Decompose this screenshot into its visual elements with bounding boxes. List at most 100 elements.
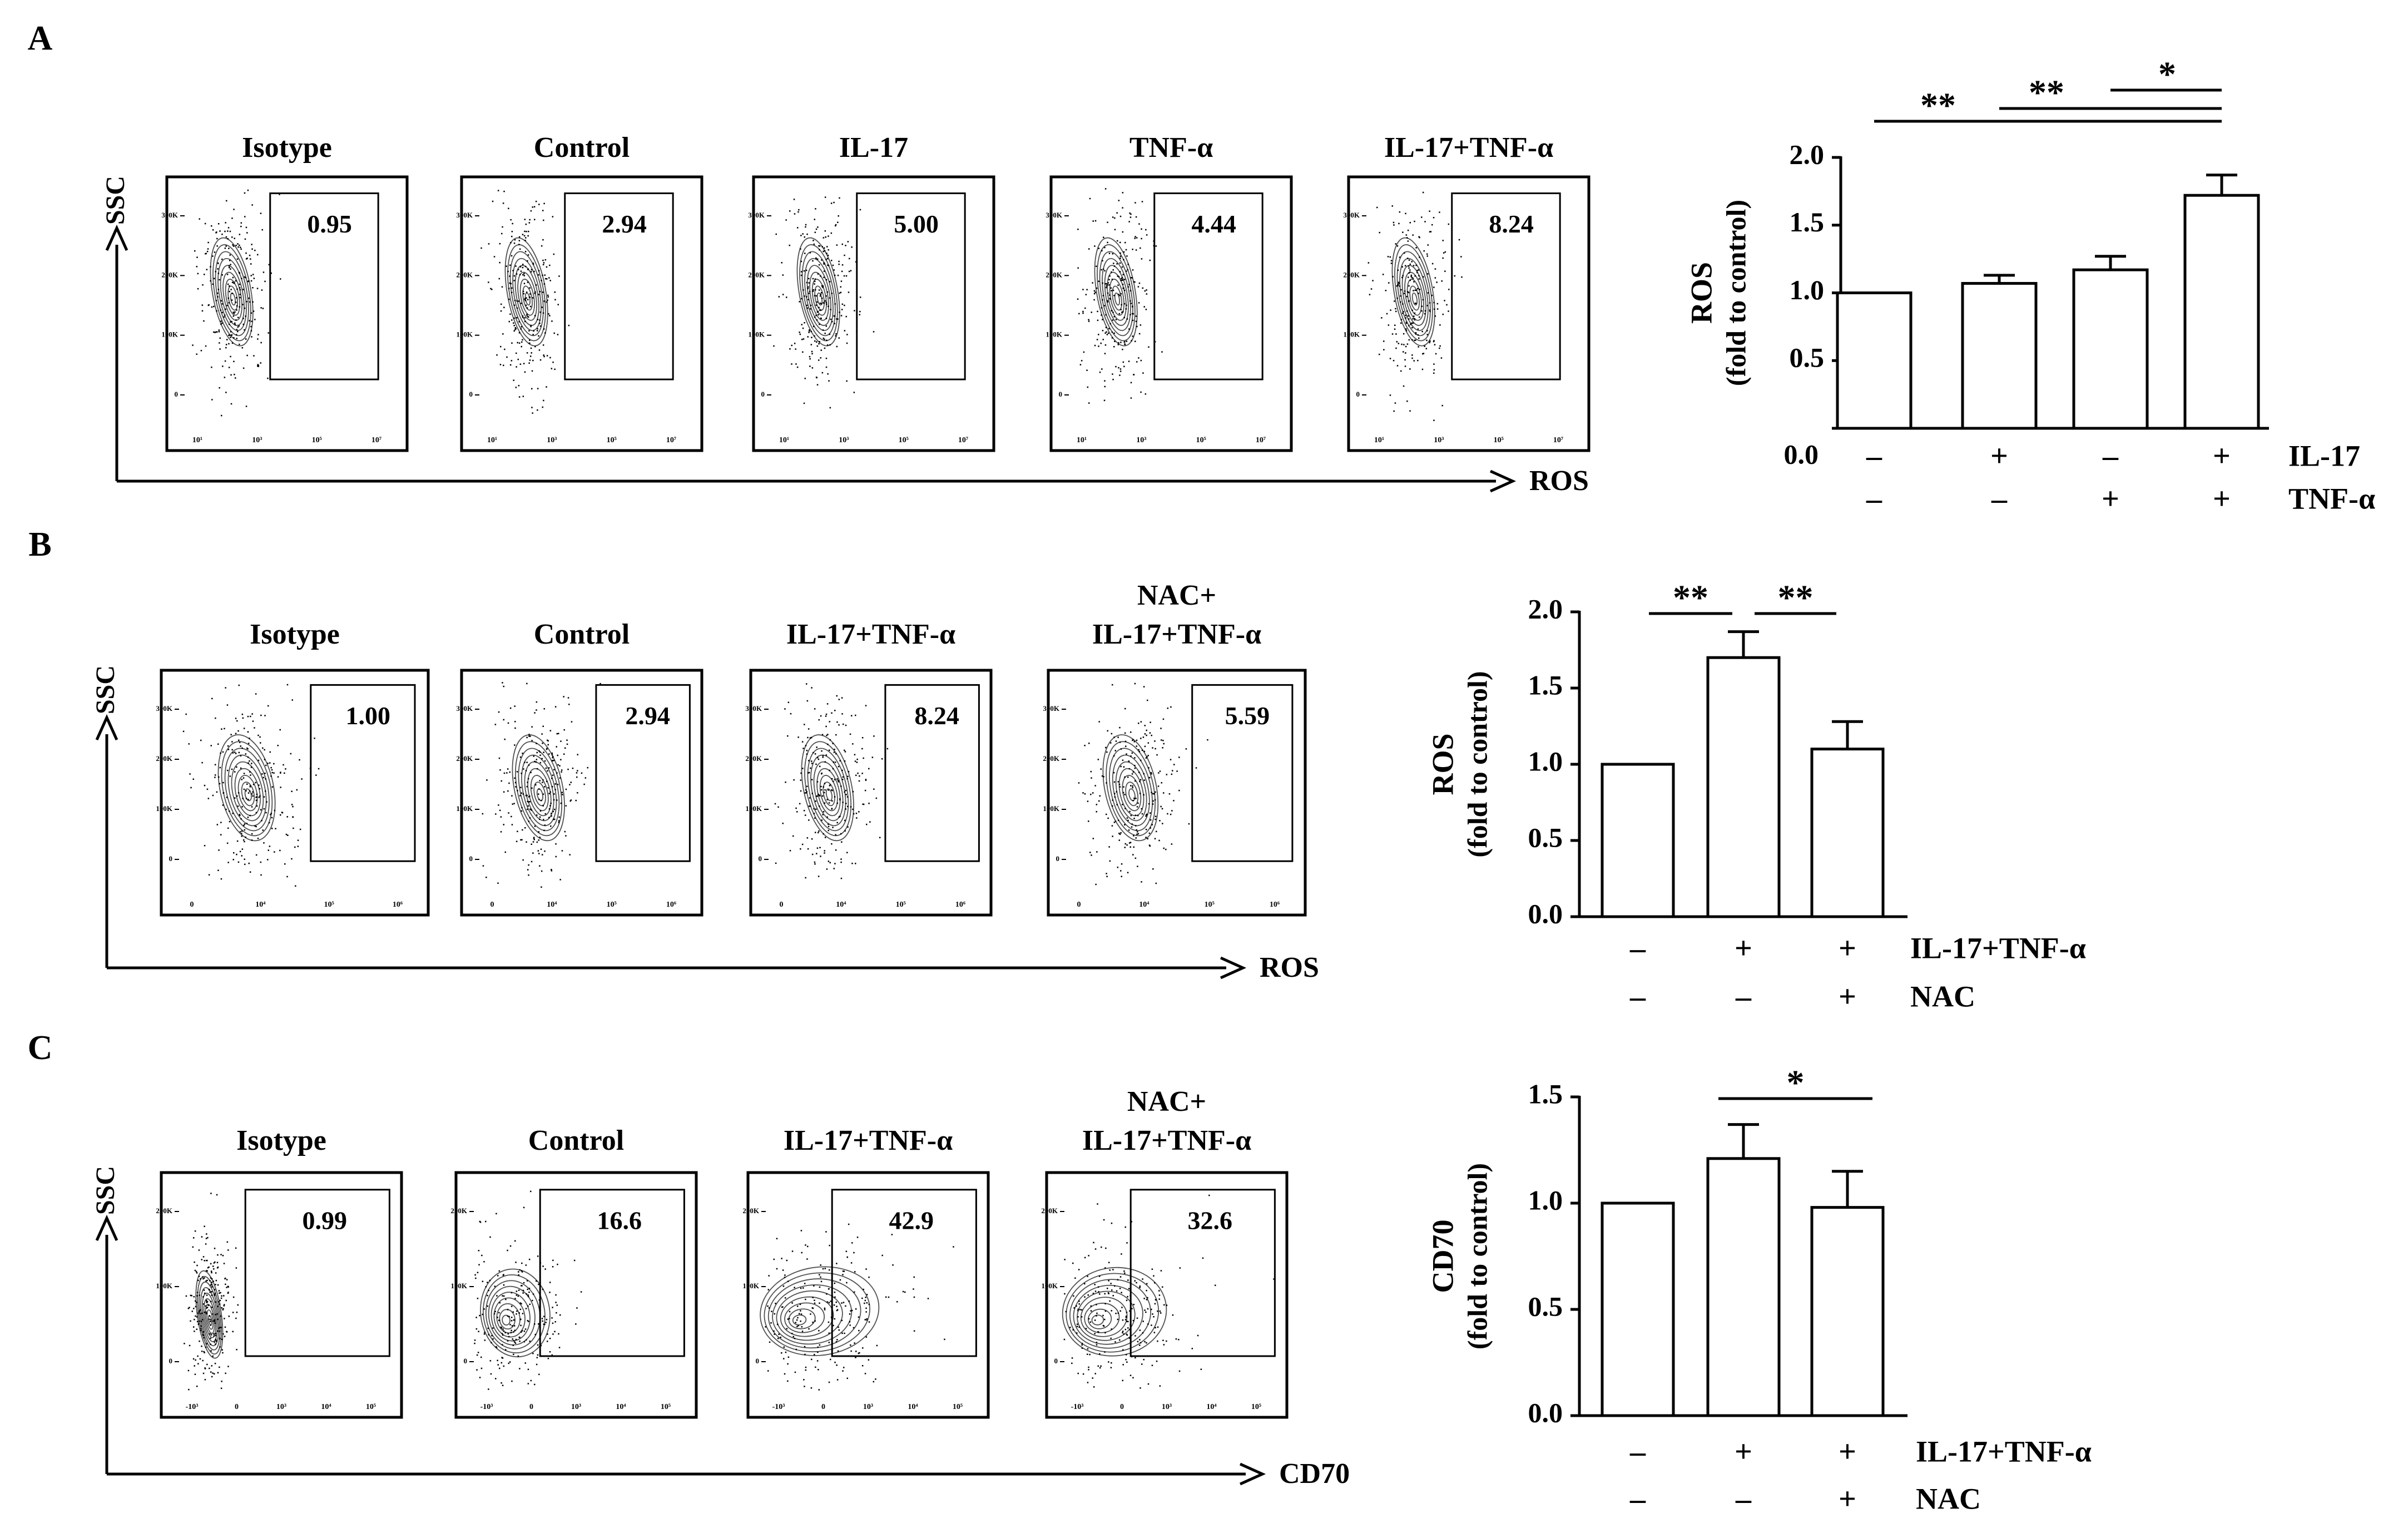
bar-rect xyxy=(1810,1206,1885,1417)
event-dots xyxy=(1063,1194,1275,1389)
plot-title-line1: NAC+ xyxy=(1127,1086,1206,1117)
x-tick-label: 10⁴ xyxy=(616,1403,626,1411)
facs-plot-c-2: Control 200K 100K 0 -10³ 0 10³ 10⁴ 10⁵ 16.6 xyxy=(450,1125,698,1419)
plot-frame xyxy=(749,669,993,917)
x-tick-label: 0 xyxy=(780,901,784,909)
bar-rect xyxy=(1810,748,1885,918)
y-tick-label: 300K xyxy=(161,211,179,219)
facs-plot-a-4: TNF-α 300K 200K 100K 0 10¹ 10³ 10⁵ 10⁷ 4.44 xyxy=(1046,132,1293,452)
y-tick-label: 300K xyxy=(156,704,173,713)
y-tick-label: 200K xyxy=(1046,270,1063,279)
density-contour xyxy=(231,761,264,822)
minus-sign: – xyxy=(1866,482,1882,516)
facs-plot-c-3: IL-17+TNF-α 200K 100K 0 -10³ 0 10³ 10⁴ 10⁵ 42.9 xyxy=(742,1125,990,1419)
gate-box xyxy=(884,684,980,862)
y-tick-label: 100K xyxy=(156,804,173,813)
gate-box xyxy=(539,1189,685,1357)
y-axis-label: ROS xyxy=(1684,262,1718,324)
gate-box xyxy=(856,192,966,380)
x-tick-label: 10⁶ xyxy=(393,901,403,909)
y-tick-label: 100K xyxy=(1041,1282,1058,1290)
density-contour xyxy=(482,1274,546,1354)
event-dots xyxy=(765,1223,954,1391)
bar-rect xyxy=(2183,194,2260,430)
density-contour xyxy=(224,748,270,832)
bar-rect xyxy=(1601,763,1675,918)
y-tick-label: 100K xyxy=(1043,804,1060,813)
x-tick-label: 10⁴ xyxy=(255,901,266,909)
density-contour xyxy=(1109,748,1153,832)
x-tick-label: 0 xyxy=(1077,901,1081,909)
x-tick-label: 10¹ xyxy=(192,436,202,444)
y-tick-label: 2.0 xyxy=(1790,139,1825,170)
plot-frame xyxy=(752,175,995,452)
gate-percentage: 1.00 xyxy=(346,701,391,730)
density-contour xyxy=(519,279,535,316)
density-contour xyxy=(1077,1290,1136,1341)
x-tick-label: 10¹ xyxy=(779,436,789,444)
event-dots xyxy=(474,1190,582,1390)
x-tick-label: -10³ xyxy=(772,1403,785,1411)
y-tick-label: 200K xyxy=(456,270,473,279)
y-tick-label: 200K xyxy=(1343,270,1360,279)
density-contour xyxy=(504,237,548,347)
density-contour xyxy=(1115,761,1147,822)
density-contour xyxy=(1094,237,1138,347)
density-contour xyxy=(1066,1273,1160,1353)
density-contour xyxy=(1062,1267,1167,1357)
ssc-axis-arrowhead xyxy=(95,714,118,741)
density-contour xyxy=(222,271,242,321)
minus-sign: – xyxy=(1629,980,1646,1014)
plot-frame xyxy=(1045,1171,1289,1419)
y-tick-label: 100K xyxy=(156,1282,173,1290)
minus-sign: – xyxy=(2102,439,2119,473)
y-tick-label: 300K xyxy=(1046,211,1063,219)
density-contour xyxy=(1118,768,1144,817)
bar-3 xyxy=(1810,720,1885,918)
facs-plot-c-1: Isotype 200K 100K 0 -10³ 0 10³ 10⁴ 10⁵ 0.99 xyxy=(156,1125,403,1419)
plot-title: Control xyxy=(534,619,630,650)
y-tick-label: 300K xyxy=(1043,704,1060,713)
y-axis-label: CD70 xyxy=(1426,1220,1459,1293)
density-contour xyxy=(199,1281,221,1351)
y-tick-label: 100K xyxy=(450,1282,468,1290)
x-tick-label: 10³ xyxy=(839,436,849,444)
density-contour xyxy=(1073,1284,1143,1345)
density-contour xyxy=(1091,1314,1104,1326)
x-tick-label: -10³ xyxy=(480,1403,493,1411)
y-tick-label: 300K xyxy=(1343,211,1360,219)
plus-sign: + xyxy=(2213,439,2231,473)
plot-title: IL-17+TNF-α xyxy=(1384,132,1553,164)
x-tick-label: 10⁶ xyxy=(666,901,676,909)
x-tick-label: 10³ xyxy=(1162,1403,1172,1411)
x-tick-label: 10³ xyxy=(252,436,262,444)
plot-title-line1: NAC+ xyxy=(1137,580,1216,611)
y-tick-label: 1.0 xyxy=(1790,274,1825,305)
x-tick-label: 0 xyxy=(190,901,194,909)
density-contour xyxy=(517,271,537,321)
plot-frame xyxy=(165,175,409,452)
plot-frame xyxy=(160,1171,403,1419)
x-tick-label: 10⁵ xyxy=(661,1403,671,1411)
condition-label: IL-17+TNF-α xyxy=(1916,1435,2092,1468)
density-contour xyxy=(514,265,539,326)
density-contour xyxy=(201,1292,218,1342)
event-dots xyxy=(1367,191,1463,421)
plot-title: Isotype xyxy=(236,1125,326,1156)
x-tick-label: 10⁵ xyxy=(607,901,617,909)
density-contour xyxy=(776,1290,843,1341)
density-contour xyxy=(210,237,254,347)
y-tick-label: 100K xyxy=(742,1282,760,1290)
density-contour xyxy=(1087,1308,1112,1329)
y-tick-label: 1.5 xyxy=(1528,669,1563,700)
density-contour xyxy=(1099,251,1133,337)
density-contour xyxy=(767,1278,861,1349)
x-tick-label: 10⁵ xyxy=(366,1403,376,1411)
plot-title: TNF-α xyxy=(1129,132,1213,164)
plus-sign: + xyxy=(1839,1482,1856,1516)
y-tick-label: 0 xyxy=(1056,854,1060,863)
y-tick-label: 100K xyxy=(1046,330,1063,339)
density-contour xyxy=(1394,244,1433,342)
density-contour xyxy=(1112,285,1122,311)
bar-chart-b: 0.0 0.5 1.0 1.5 2.0 ROS (fold to control) – + + IL… xyxy=(1426,578,2086,1014)
